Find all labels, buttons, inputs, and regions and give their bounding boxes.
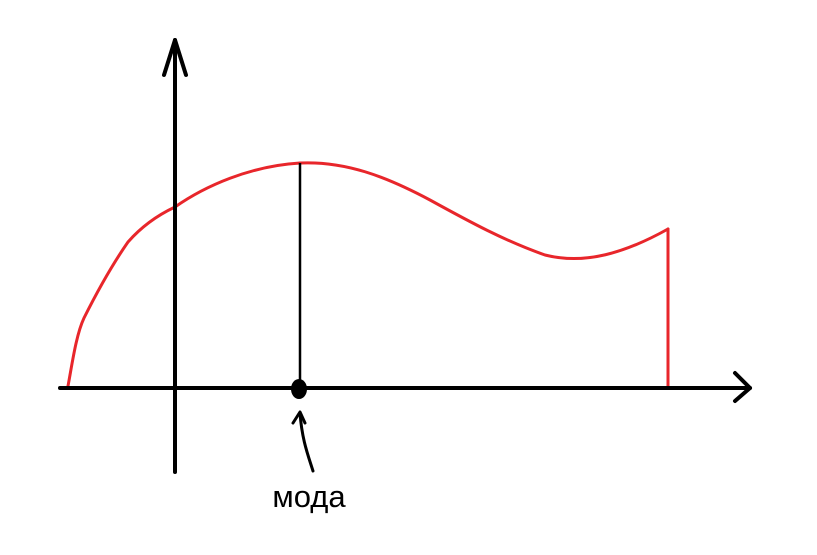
mode-point [291, 379, 307, 399]
pointer-arrow-line [298, 411, 315, 473]
mode-label: мода [272, 479, 346, 514]
x-axis-arrow-head-icon [733, 371, 752, 403]
pointer-arrow-icon [291, 410, 307, 425]
y-axis-arrow-head-icon [162, 38, 188, 77]
distribution-curve [66, 161, 670, 388]
